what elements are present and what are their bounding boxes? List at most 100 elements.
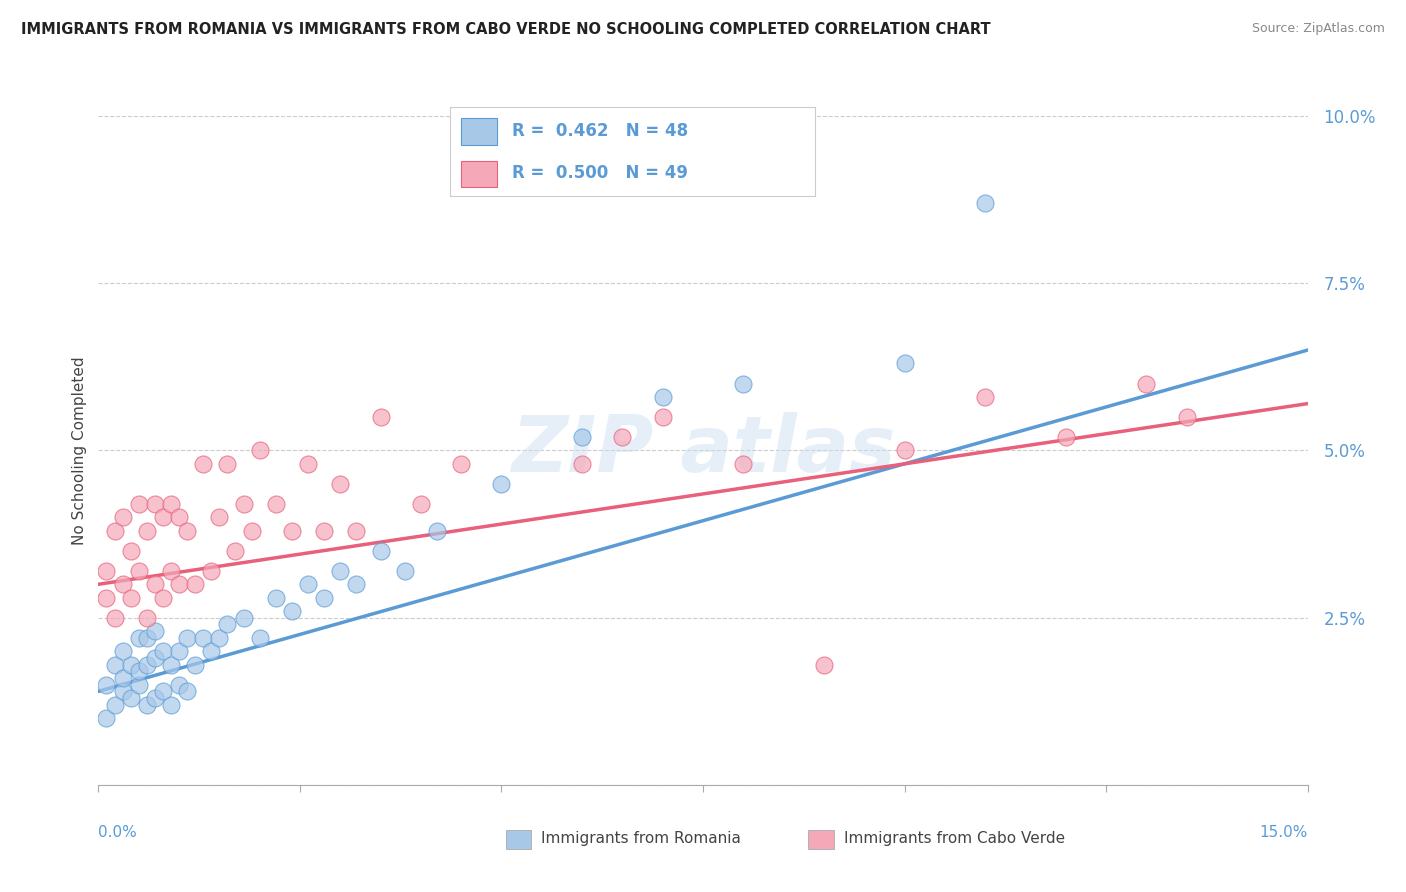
Point (111, 684, 134, 698)
Y-axis label: No Schooling Completed: No Schooling Completed (72, 356, 87, 545)
Point (176, 631, 198, 645)
Text: 0.0%: 0.0% (98, 825, 138, 840)
Point (160, 657, 183, 672)
Point (143, 577, 166, 591)
Point (96, 564, 118, 578)
Point (281, 604, 304, 618)
Point (571, 430, 593, 444)
Point (128, 664, 150, 679)
Point (208, 510, 231, 524)
Point (281, 524, 304, 538)
Point (733, 457, 755, 471)
Point (135, 698, 157, 712)
Point (152, 644, 174, 658)
Point (249, 443, 271, 458)
Point (344, 577, 367, 591)
Text: ZIP atlas: ZIP atlas (510, 412, 896, 489)
Point (893, 443, 915, 458)
Point (409, 497, 432, 511)
Point (111, 644, 134, 658)
Point (974, 196, 997, 211)
Point (370, 543, 392, 558)
Text: 15.0%: 15.0% (1260, 825, 1308, 840)
Point (733, 376, 755, 391)
Point (96, 678, 118, 692)
Point (224, 543, 246, 558)
Point (120, 690, 142, 705)
Text: R =  0.500   N = 49: R = 0.500 N = 49 (512, 164, 688, 183)
Point (329, 564, 352, 578)
Text: Source: ZipAtlas.com: Source: ZipAtlas.com (1251, 22, 1385, 36)
Point (297, 457, 319, 471)
Point (232, 611, 254, 625)
Point (297, 577, 319, 591)
Point (184, 577, 207, 591)
Point (491, 476, 513, 491)
Point (651, 410, 673, 425)
Point (128, 497, 150, 511)
Point (329, 476, 352, 491)
Point (160, 564, 183, 578)
Point (314, 524, 336, 538)
Point (143, 624, 166, 639)
Point (394, 564, 416, 578)
Point (314, 591, 336, 605)
FancyBboxPatch shape (506, 830, 531, 849)
FancyBboxPatch shape (461, 161, 498, 187)
Point (264, 497, 287, 511)
Point (96, 591, 118, 605)
Text: R =  0.462   N = 48: R = 0.462 N = 48 (512, 121, 688, 140)
Point (200, 564, 222, 578)
Point (135, 524, 157, 538)
Point (1135, 376, 1157, 391)
Point (160, 698, 183, 712)
Point (370, 410, 392, 425)
Point (103, 524, 125, 538)
Point (120, 543, 142, 558)
Point (143, 651, 166, 665)
Point (128, 678, 150, 692)
Point (571, 457, 593, 471)
Point (103, 698, 125, 712)
Point (208, 631, 231, 645)
Point (813, 657, 835, 672)
Point (120, 591, 142, 605)
Point (217, 617, 239, 632)
Point (893, 356, 915, 371)
Point (103, 611, 125, 625)
Point (135, 611, 157, 625)
Point (193, 457, 215, 471)
Point (152, 591, 174, 605)
Point (111, 577, 134, 591)
Text: Immigrants from Romania: Immigrants from Romania (541, 831, 741, 847)
Point (426, 524, 449, 538)
Point (200, 644, 222, 658)
Point (128, 564, 150, 578)
Point (612, 430, 634, 444)
Point (974, 390, 997, 404)
Point (143, 690, 166, 705)
Point (167, 644, 190, 658)
Point (176, 684, 198, 698)
Point (111, 510, 134, 524)
Point (167, 510, 190, 524)
Point (167, 678, 190, 692)
Point (450, 457, 472, 471)
Point (96, 711, 118, 725)
Point (128, 631, 150, 645)
Point (217, 457, 239, 471)
Point (1054, 430, 1077, 444)
Point (167, 577, 190, 591)
Point (232, 497, 254, 511)
Point (651, 390, 673, 404)
Point (176, 524, 198, 538)
Point (143, 497, 166, 511)
FancyBboxPatch shape (461, 118, 498, 145)
Point (135, 631, 157, 645)
Point (152, 510, 174, 524)
Point (344, 524, 367, 538)
Point (193, 631, 215, 645)
Point (160, 497, 183, 511)
Point (111, 671, 134, 685)
Text: Immigrants from Cabo Verde: Immigrants from Cabo Verde (844, 831, 1064, 847)
